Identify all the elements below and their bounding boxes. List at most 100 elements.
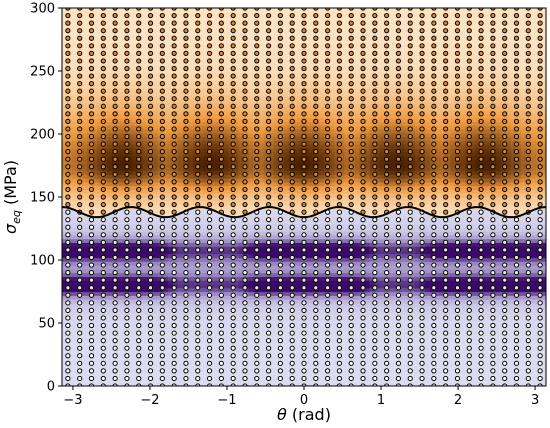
heatmap-cell (309, 94, 315, 100)
heatmap-cell (223, 181, 229, 187)
heatmap-cell (198, 19, 204, 24)
heatmap-cell (233, 193, 240, 198)
heatmap-cell (233, 382, 240, 386)
heatmap-cell (283, 363, 290, 368)
heatmap-cell (309, 170, 315, 175)
heatmap-cell (162, 280, 169, 285)
heatmap-cell (283, 91, 290, 96)
heatmap-cell (213, 94, 219, 100)
heatmap-cell (248, 359, 255, 364)
heatmap-cell (167, 367, 174, 372)
heatmap-cell (167, 83, 174, 88)
heatmap-cell (233, 265, 240, 270)
heatmap-cell (273, 87, 280, 92)
heatmap-cell (213, 204, 219, 209)
heatmap-cell (258, 291, 265, 296)
heatmap-cell (72, 38, 78, 43)
heatmap-cell (117, 117, 124, 122)
heatmap-cell (283, 359, 290, 364)
heatmap-cell (92, 265, 98, 270)
heatmap-cell (268, 159, 275, 164)
heatmap-cell (238, 223, 245, 228)
heatmap-cell (198, 38, 204, 43)
heatmap-cell (167, 30, 174, 36)
heatmap-cell (97, 314, 103, 319)
heatmap-cell (72, 291, 78, 296)
heatmap-cell (137, 212, 144, 217)
heatmap-cell (293, 370, 300, 376)
heatmap-cell (87, 76, 93, 81)
heatmap-cell (172, 53, 179, 58)
heatmap-cell (177, 178, 184, 183)
heatmap-cell (177, 128, 184, 134)
heatmap-cell (198, 125, 204, 130)
heatmap-cell (177, 265, 184, 270)
heatmap-cell (92, 155, 98, 160)
heatmap-cell (309, 382, 315, 386)
heatmap-cell (152, 76, 159, 81)
heatmap-cell (72, 280, 78, 285)
heatmap-cell (293, 261, 300, 266)
heatmap-cell (263, 11, 270, 17)
heatmap-cell (258, 340, 265, 346)
heatmap-cell (304, 268, 310, 274)
heatmap-cell (238, 170, 245, 175)
heatmap-cell (273, 197, 280, 202)
heatmap-cell (208, 23, 214, 28)
heatmap-cell (172, 370, 179, 376)
heatmap-cell (193, 333, 199, 338)
heatmap-cell (223, 321, 229, 327)
heatmap-cell (152, 87, 159, 92)
heatmap-cell (309, 57, 315, 62)
heatmap-cell (273, 193, 280, 198)
heatmap-cell (248, 34, 255, 39)
heatmap-cell (233, 94, 240, 100)
heatmap-cell (177, 197, 184, 202)
heatmap-cell (177, 234, 184, 240)
heatmap-cell (117, 317, 124, 323)
heatmap-cell (309, 117, 315, 122)
heatmap-cell (142, 253, 149, 259)
heatmap-cell (293, 223, 300, 228)
heatmap-cell (127, 208, 134, 213)
heatmap-cell (198, 68, 204, 73)
heatmap-cell (162, 299, 169, 304)
heatmap-cell (92, 378, 98, 383)
heatmap-cell (188, 110, 194, 115)
heatmap-cell (309, 314, 315, 319)
heatmap-cell (97, 374, 103, 380)
heatmap-cell (203, 355, 209, 361)
heatmap-cell (283, 314, 290, 319)
heatmap-cell (213, 136, 219, 141)
heatmap-cell (62, 102, 68, 107)
heatmap-cell (157, 302, 164, 308)
heatmap-cell (92, 162, 98, 168)
heatmap-cell (162, 234, 169, 240)
heatmap-cell (213, 64, 219, 70)
heatmap-cell (127, 38, 134, 43)
heatmap-cell (72, 200, 78, 206)
heatmap-cell (248, 181, 255, 187)
heatmap-cell (188, 162, 194, 168)
heatmap-cell (273, 257, 280, 262)
heatmap-cell (268, 314, 275, 319)
heatmap-cell (304, 242, 310, 247)
heatmap-cell (213, 295, 219, 300)
heatmap-cell (117, 155, 124, 160)
heatmap-cell (248, 257, 255, 262)
heatmap-cell (62, 367, 68, 372)
heatmap-cell (228, 287, 235, 293)
heatmap-cell (167, 26, 174, 32)
heatmap-cell (263, 246, 270, 251)
heatmap-cell (238, 79, 245, 85)
heatmap-cell (258, 317, 265, 323)
heatmap-cell (198, 212, 204, 217)
heatmap-cell (167, 329, 174, 334)
heatmap-cell (67, 234, 73, 240)
heatmap-cell (97, 306, 103, 311)
heatmap-cell (72, 268, 78, 274)
heatmap-cell (92, 359, 98, 364)
heatmap-cell (293, 302, 300, 308)
heatmap-cell (172, 340, 179, 346)
heatmap-cell (92, 60, 98, 66)
